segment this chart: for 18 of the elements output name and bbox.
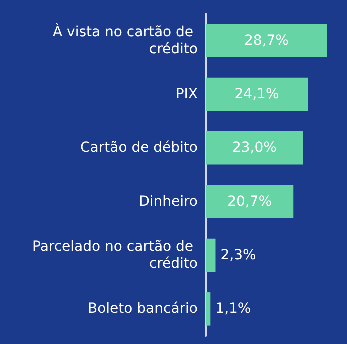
data-label: 1,1% <box>216 301 252 318</box>
data-label: 28,7% <box>244 32 289 49</box>
bar <box>206 292 211 326</box>
bar <box>206 24 328 58</box>
y-tick-label: Parcelado no cartão de crédito <box>32 239 198 272</box>
bar <box>206 185 294 218</box>
bar <box>206 238 216 272</box>
data-label: 2,3% <box>220 248 256 264</box>
y-tick-label: Boleto bancário <box>88 301 198 318</box>
y-tick-label: Dinheiro <box>139 194 198 210</box>
bar <box>206 132 304 165</box>
y-tick-label: PIX <box>176 86 198 102</box>
bar <box>206 78 308 112</box>
data-label: 24,1% <box>234 86 280 102</box>
data-label: 20,7% <box>228 194 272 210</box>
y-tick-label: Cartão de débito <box>80 140 198 156</box>
data-label: 23,0% <box>232 140 277 156</box>
y-tick-label: À vista no cartão de crédito <box>53 23 198 58</box>
